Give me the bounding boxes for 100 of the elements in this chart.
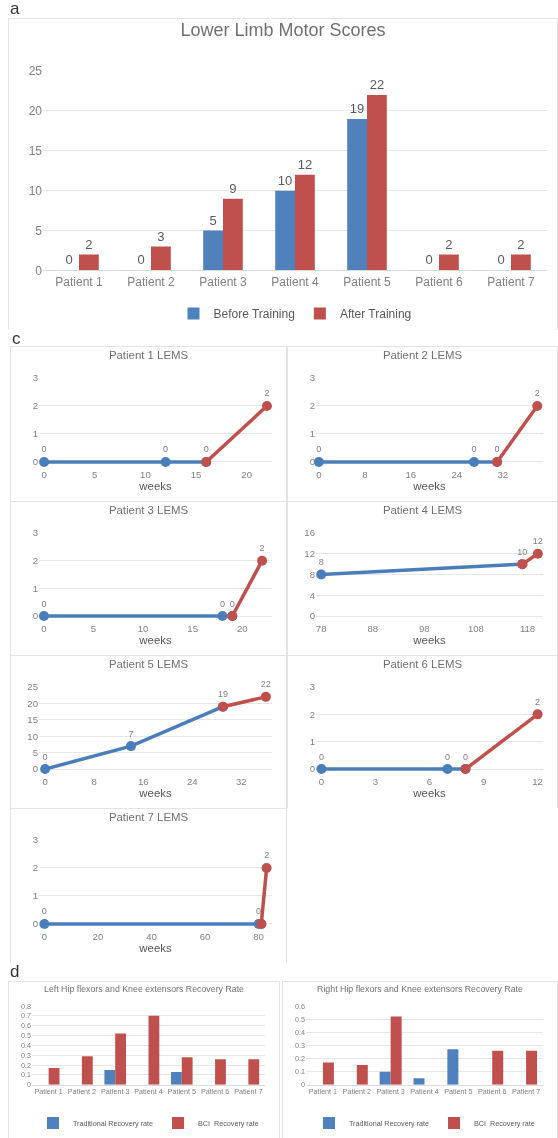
x-tick-label: 20: [241, 468, 253, 480]
point: [40, 764, 51, 775]
y-tick-label: 1: [32, 428, 38, 440]
y-tick-label: 1: [309, 736, 315, 748]
bar: [356, 1065, 368, 1085]
y-tick-label: 16: [304, 527, 315, 539]
data-label: 0: [463, 751, 469, 762]
chart-title: Patient 6 LEMS: [382, 657, 463, 670]
data-label: 2: [264, 850, 270, 861]
bar: [248, 1059, 260, 1085]
data-label: 0: [219, 598, 225, 609]
x-axis-title: weeks: [138, 786, 172, 799]
data-label: 0: [316, 444, 322, 455]
y-tick-label: 0: [32, 918, 38, 930]
y-tick-label: 3: [32, 527, 38, 539]
x-tick-label: 78: [315, 622, 327, 634]
data-label: 0: [494, 444, 500, 455]
y-tick-label: 0: [32, 456, 38, 468]
y-tick-label: 2: [32, 555, 38, 567]
x-tick-label: 16: [405, 468, 417, 480]
y-tick-label: 0: [35, 263, 43, 278]
y-tick-label: 10: [27, 730, 38, 742]
x-tick-label: 12: [532, 775, 543, 787]
data-label: 8: [318, 557, 324, 568]
bar: [492, 1050, 504, 1085]
y-tick-label: 3: [309, 681, 315, 693]
data-label: 22: [260, 679, 271, 690]
bar: [347, 118, 367, 271]
x-tick-label: 24: [186, 775, 199, 787]
x-tick-label: 88: [367, 622, 379, 634]
y-tick-label: 20: [28, 104, 43, 119]
y-tick-label: 8: [309, 568, 315, 580]
x-tick-label: Patient 4: [271, 274, 320, 289]
data-label: 2: [259, 543, 265, 554]
data-label: 2: [517, 236, 525, 252]
data-label: 5: [209, 212, 217, 228]
chart-title: Patient 1 LEMS: [108, 348, 189, 361]
x-tick-label: 6: [426, 775, 433, 787]
y-tick-label: 2: [32, 400, 38, 412]
x-tick-label: 40: [146, 930, 157, 942]
data-label: 2: [535, 696, 541, 707]
y-tick-label: 0: [309, 456, 315, 468]
x-axis-title: weeks: [138, 479, 172, 492]
y-tick-label: 0: [309, 763, 315, 775]
bar: [511, 254, 531, 271]
x-tick-label: Patient 1: [55, 274, 104, 289]
data-label: 0: [229, 598, 235, 609]
x-axis-title: weeks: [412, 786, 446, 799]
point: [532, 548, 543, 559]
bar: [223, 198, 243, 271]
point: [125, 741, 136, 752]
x-tick-label: Patient 6: [415, 274, 464, 289]
x-tick-label: Patient 3: [199, 274, 248, 289]
y-tick-label: 1: [309, 428, 315, 440]
x-tick-label: 32: [497, 468, 509, 480]
text: a: [10, 0, 20, 18]
y-tick-label: 12: [304, 548, 315, 560]
chart-title: Right Hip flexors and Knee extensors Recovery Rate: [317, 984, 524, 995]
x-tick-label: 15: [187, 622, 199, 634]
x-tick-label: Patient 5: [343, 274, 392, 289]
legend-label: Before Training: [213, 307, 295, 322]
x-tick-label: 60: [199, 930, 211, 942]
bar: [79, 254, 99, 271]
data-label: 3: [157, 228, 165, 244]
data-label: 0: [445, 751, 451, 762]
chart-title: Lower Limb Motor Scores: [180, 19, 386, 40]
data-label: 0: [425, 252, 433, 268]
data-label: 10: [517, 546, 528, 557]
bar: [390, 1016, 402, 1085]
data-label: 2: [264, 388, 270, 399]
x-tick-label: 20: [236, 622, 248, 634]
y-tick-label: 25: [27, 681, 38, 693]
data-label: 2: [445, 236, 453, 252]
data-label: 10: [277, 172, 293, 188]
x-axis-title: weeks: [138, 633, 172, 646]
x-tick-label: 0: [318, 775, 325, 787]
x-tick-label: 118: [519, 622, 536, 634]
data-label: 19: [349, 100, 365, 116]
bar: [439, 254, 459, 271]
x-tick-label: 32: [236, 775, 247, 787]
data-label: 0: [203, 444, 209, 455]
y-tick-label: 20: [27, 697, 38, 709]
bar: [215, 1059, 226, 1085]
data-label: 22: [369, 76, 385, 92]
data-label: 0: [497, 252, 505, 268]
y-tick-label: 0: [309, 610, 315, 622]
bar: [148, 1015, 160, 1085]
point: [316, 569, 327, 580]
data-label: 9: [229, 180, 237, 196]
y-tick-label: 3: [32, 372, 38, 384]
y-tick-label: 2: [32, 862, 38, 874]
bar: [170, 1071, 182, 1085]
x-tick-label: 80: [253, 930, 264, 942]
bar: [526, 1050, 538, 1085]
bar: [203, 230, 223, 271]
x-tick-label: 98: [419, 622, 430, 634]
bar: [413, 1078, 425, 1085]
data-label: 0: [318, 751, 324, 762]
y-tick-label: 2: [309, 400, 315, 412]
text: d: [10, 962, 20, 981]
